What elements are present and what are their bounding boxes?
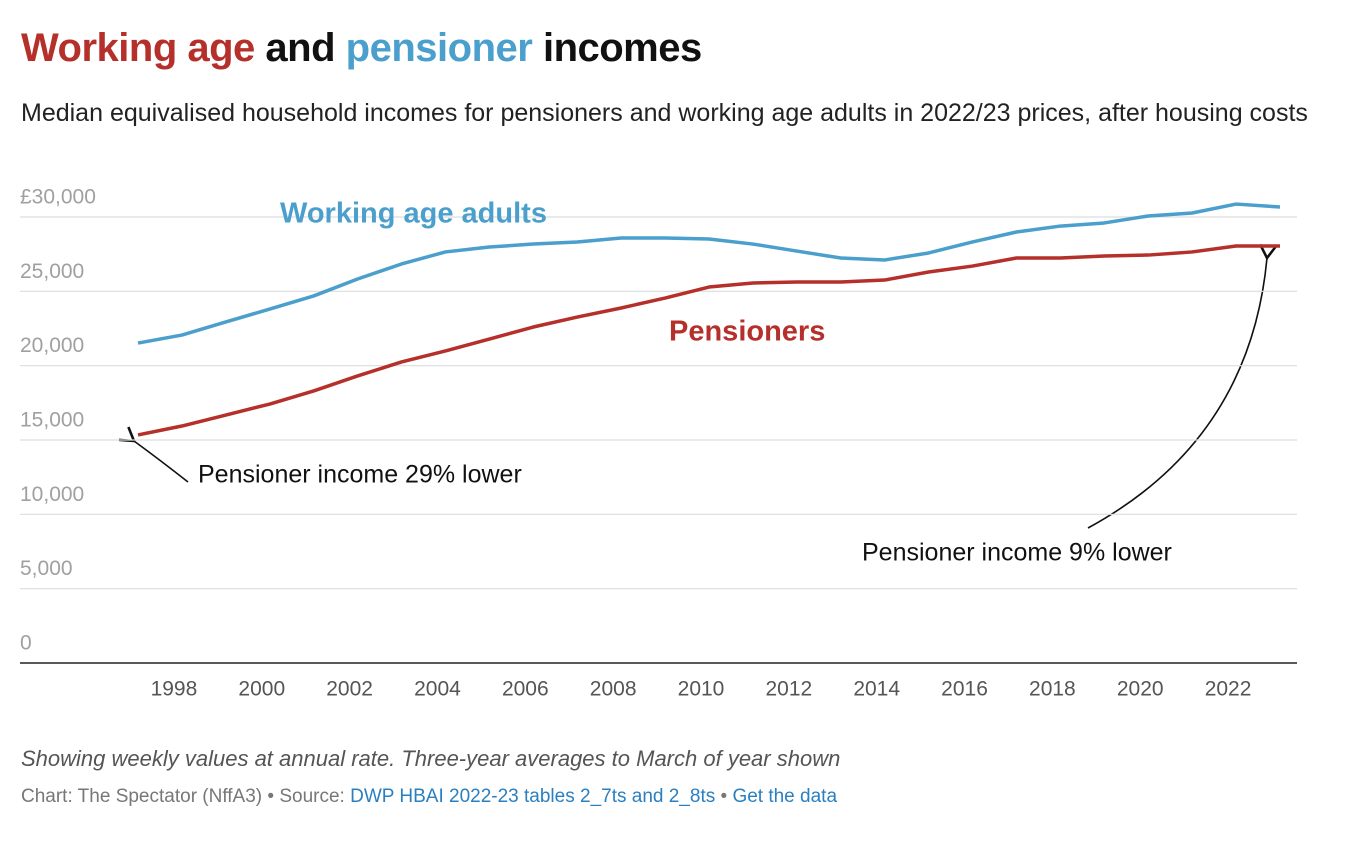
chart-source: Chart: The Spectator (NffA3) • Source: D… (21, 786, 838, 807)
y-tick-label: 5,000 (20, 557, 73, 580)
x-tick-label: 2008 (590, 678, 637, 701)
x-tick-label: 2000 (238, 678, 285, 701)
annotation: Pensioner income 9% lower (862, 539, 1172, 567)
line-series (137, 202, 1281, 345)
title-part: Working age (21, 26, 255, 70)
x-tick-label: 2020 (1117, 678, 1164, 701)
x-tick-label: 2016 (941, 678, 988, 701)
x-tick-label: 2004 (414, 678, 461, 701)
x-tick-label: 2018 (1029, 678, 1076, 701)
x-tick-label: 2022 (1205, 678, 1252, 701)
series-label: Pensioners (669, 316, 825, 348)
y-tick-label: 25,000 (20, 260, 84, 283)
data-link[interactable]: Get the data (732, 786, 838, 807)
y-tick-label: £30,000 (20, 186, 96, 209)
annotation-arrow (118, 426, 189, 483)
annotation-arrow (1087, 243, 1278, 529)
y-tick-label: 15,000 (20, 409, 84, 432)
credit: Chart: The Spectator (NffA3) (21, 786, 263, 807)
x-tick-label: 2006 (502, 678, 549, 701)
x-tick-label: 1998 (151, 678, 198, 701)
x-tick-label: 2012 (765, 678, 812, 701)
source-label: Source: (279, 786, 345, 807)
annotation: Pensioner income 29% lower (198, 461, 522, 489)
y-tick-label: 10,000 (20, 483, 84, 506)
chart: Pensioner income 29% lower Pensioner inc… (20, 186, 1297, 701)
chart-subtitle: Median equivalised household incomes for… (21, 99, 1308, 127)
y-tick-label: 0 (20, 632, 32, 655)
chart-title: Working age and pensioner incomes (21, 26, 702, 71)
line-series (137, 244, 1280, 437)
title-part: incomes (542, 26, 702, 70)
y-tick-label: 20,000 (20, 334, 84, 357)
x-tick-label: 2010 (678, 678, 725, 701)
chart-note: Showing weekly values at annual rate. Th… (21, 746, 841, 771)
title-part: and (265, 26, 336, 70)
title-part: pensioner (345, 26, 533, 70)
x-tick-label: 2014 (853, 678, 900, 701)
x-tick-label: 2002 (326, 678, 373, 701)
series-label: Working age adults (280, 198, 547, 230)
source-link[interactable]: DWP HBAI 2022-23 tables 2_7ts and 2_8ts (350, 786, 716, 807)
